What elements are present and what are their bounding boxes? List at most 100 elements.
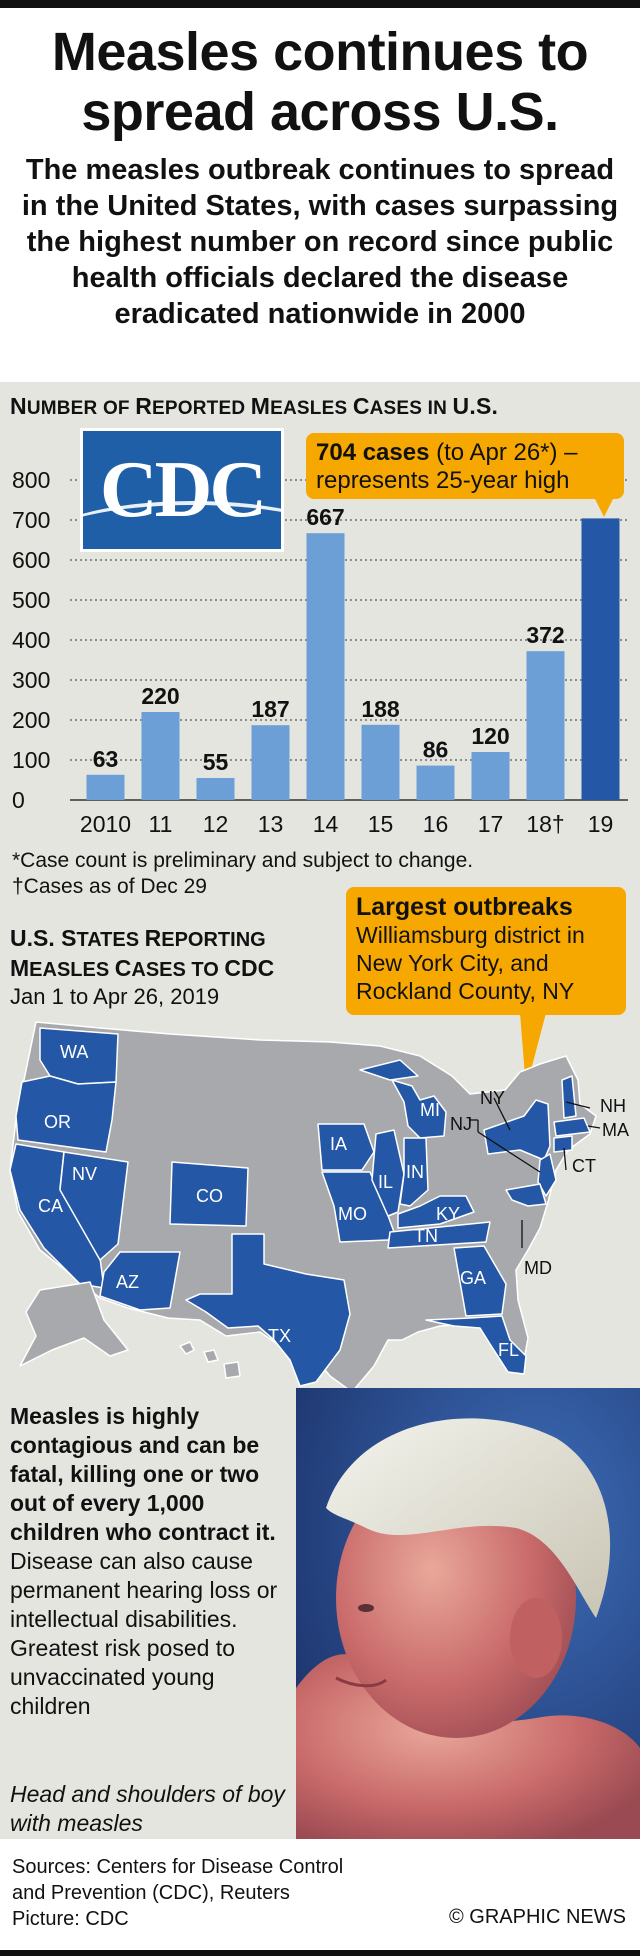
y-tick-label: 700	[12, 507, 50, 533]
state-label-nv: NV	[72, 1164, 97, 1184]
x-tick-label: 17	[478, 811, 504, 837]
subheadline: The measles outbreak continues to spread…	[21, 154, 619, 330]
state-nv	[59, 1151, 129, 1261]
bar-2010	[86, 774, 125, 800]
state-label-tn: TN	[414, 1226, 438, 1246]
bar-13	[251, 725, 290, 800]
cdc-logo-text: CDC	[99, 445, 267, 534]
state-az	[99, 1251, 181, 1311]
state-label-mo: MO	[338, 1204, 367, 1224]
bar-value-label: 188	[361, 696, 400, 722]
state-ct	[553, 1135, 573, 1153]
state-label-ky: KY	[436, 1204, 460, 1224]
state-label-tx: TX	[268, 1326, 291, 1346]
x-tick-label: 12	[203, 811, 229, 837]
bar-value-label: 220	[141, 683, 179, 709]
bar-19	[581, 518, 620, 800]
state-label-ma: MA	[602, 1120, 629, 1140]
state-ma	[553, 1117, 591, 1137]
state-label-ia: IA	[330, 1134, 347, 1154]
state-ak	[19, 1281, 129, 1367]
states-title: U.S. STATES REPORTING MEASLES CASES TO C…	[10, 925, 275, 981]
bar-value-label: 55	[203, 749, 229, 775]
sources-line-1: Sources: Centers for Disease Control	[12, 1856, 344, 1878]
y-tick-label: 100	[12, 747, 50, 773]
copyright: © GRAPHIC NEWS	[449, 1906, 626, 1928]
bar-value-label: 667	[306, 504, 344, 530]
state-ny	[483, 1099, 551, 1161]
state-or	[15, 1075, 117, 1153]
top-rule	[0, 0, 640, 8]
footnote-preliminary: *Case count is preliminary and subject t…	[12, 849, 474, 872]
states-date-range: Jan 1 to Apr 26, 2019	[10, 984, 220, 1009]
outbreaks-heading: Largest outbreaks	[356, 893, 573, 921]
y-tick-label: 800	[12, 467, 50, 493]
state-label-ga: GA	[460, 1268, 486, 1288]
x-tick-label: 2010	[80, 811, 131, 837]
y-tick-label: 300	[12, 667, 50, 693]
y-tick-label: 0	[12, 787, 25, 813]
record-cases-callout: 704 cases (to Apr 26*) – represents 25-y…	[306, 433, 624, 499]
bar-value-label: 372	[526, 622, 564, 648]
state-tn	[387, 1221, 491, 1249]
state-label-ct: CT	[572, 1156, 596, 1176]
x-tick-label: 15	[368, 811, 394, 837]
state-label-ca: CA	[38, 1196, 63, 1216]
bar-value-label: 63	[93, 746, 119, 772]
y-tick-label: 500	[12, 587, 50, 613]
state-label-az: AZ	[116, 1272, 139, 1292]
state-label-fl: FL	[498, 1340, 519, 1360]
state-label-in: IN	[406, 1162, 424, 1182]
x-tick-label: 13	[258, 811, 284, 837]
state-label-md: MD	[524, 1258, 552, 1278]
x-tick-label: 11	[149, 811, 173, 837]
state-ga	[453, 1245, 507, 1317]
bar-11	[141, 712, 180, 800]
bar-18	[526, 651, 565, 800]
state-label-co: CO	[196, 1186, 223, 1206]
cdc-logo: CDC	[80, 428, 284, 552]
bar-value-label: 187	[251, 696, 289, 722]
x-tick-label: 19	[588, 811, 614, 837]
chart-title: NUMBER OF REPORTED MEASLES CASES IN U.S.	[10, 393, 499, 419]
y-tick-label: 600	[12, 547, 50, 573]
state-md	[505, 1183, 547, 1207]
x-tick-label: 14	[313, 811, 339, 837]
bar-14	[306, 533, 345, 800]
state-label-or: OR	[44, 1112, 71, 1132]
x-tick-label: 16	[423, 811, 449, 837]
sources-line-2: and Prevention (CDC), Reuters	[12, 1882, 290, 1904]
state-nh	[561, 1075, 577, 1119]
bar-12	[196, 778, 235, 800]
state-fl	[425, 1315, 527, 1375]
footnotes: *Case count is preliminary and subject t…	[12, 848, 473, 900]
state-label-nj: NJ	[450, 1114, 472, 1134]
state-hi	[179, 1341, 241, 1379]
logo-sweep	[83, 501, 281, 549]
headline: Measles continues to spread across U.S.	[51, 22, 589, 142]
x-tick-label: 18†	[526, 811, 564, 837]
state-mi	[359, 1059, 447, 1139]
y-tick-label: 200	[12, 707, 50, 733]
state-label-il: IL	[378, 1172, 393, 1192]
largest-outbreaks-callout: Largest outbreaks Williamsburg district …	[346, 887, 626, 1015]
bar-15	[361, 724, 400, 800]
bar-17	[471, 752, 510, 800]
y-tick-label: 400	[12, 627, 50, 653]
cases-bar-chart: 0 100 200 300 400 500 600 700 800 63 2010 220 11 55 12…	[12, 467, 628, 837]
state-co	[169, 1161, 249, 1227]
bar-value-label: 86	[423, 737, 449, 763]
bar-16	[416, 765, 455, 800]
state-tx	[185, 1233, 351, 1387]
state-label-ny: NY	[480, 1088, 505, 1108]
state-ky	[397, 1195, 475, 1229]
boy-with-measles-photo	[296, 1388, 640, 1839]
bar-value-label: 120	[471, 723, 509, 749]
sources: Sources: Centers for Disease Control and…	[12, 1854, 343, 1932]
state-ia	[317, 1123, 375, 1171]
outbreaks-body: Williamsburg district in New York City, …	[356, 922, 585, 1004]
state-label-mi: MI	[420, 1100, 440, 1120]
state-il	[371, 1129, 405, 1217]
measles-description: Measles is highly contagious and can be …	[10, 1403, 278, 1719]
